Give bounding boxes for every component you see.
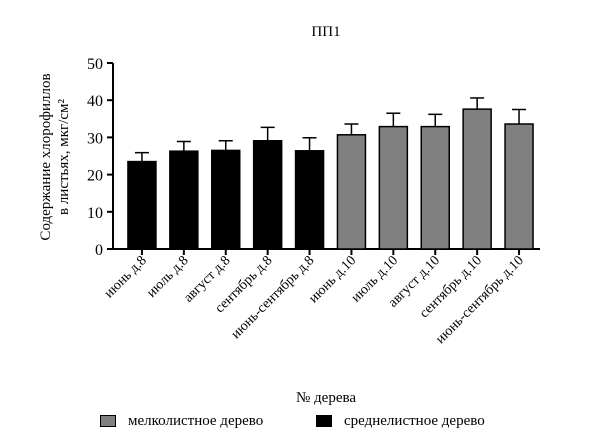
legend-swatch-medium <box>316 415 332 427</box>
bar-group <box>127 151 157 250</box>
bar-group <box>211 139 241 250</box>
bar-group <box>462 97 492 250</box>
bar <box>294 150 325 250</box>
legend-item-medium: среднелистное дерево <box>316 410 485 432</box>
bar <box>504 123 534 250</box>
x-tick-label: июнь-сентябрь д.8 <box>229 253 318 342</box>
y-axis-label: Содержание хлорофиллов в листьях, мкг/см… <box>38 73 72 240</box>
y-tick-label: 50 <box>87 56 103 73</box>
bars <box>127 97 534 250</box>
bar-group <box>420 113 450 250</box>
bar-group <box>252 126 283 250</box>
bar <box>462 108 492 250</box>
bar <box>211 149 241 250</box>
bar-group <box>504 108 534 250</box>
bar <box>378 125 409 250</box>
bar-group <box>336 123 367 250</box>
y-axis-label-line2: в листьях, мкг/см² <box>56 98 72 215</box>
x-axis-label: № дерева <box>296 390 356 406</box>
legend-label-small: мелколистное дерево <box>128 412 264 429</box>
y-axis: 0 10 20 30 40 50 <box>87 56 114 259</box>
bar-group <box>294 137 325 250</box>
y-tick-label: 30 <box>87 130 103 147</box>
bar <box>420 125 450 250</box>
legend-swatch-small <box>100 415 116 427</box>
bar <box>252 139 283 250</box>
bar-group <box>169 140 199 250</box>
y-axis-label-line1: Содержание хлорофиллов <box>38 73 54 240</box>
y-tick-label: 20 <box>87 168 103 185</box>
x-tick-label: июнь д.8 <box>102 253 150 301</box>
legend-label-medium: среднелистное дерево <box>344 412 485 429</box>
legend: мелколистное дерево среднелистное дерево <box>0 410 590 432</box>
bar <box>127 160 157 250</box>
y-tick-label: 0 <box>95 242 103 259</box>
bar-group <box>378 112 409 250</box>
y-tick-label: 40 <box>87 93 103 110</box>
y-tick-label: 10 <box>87 205 103 222</box>
bar <box>169 150 199 250</box>
legend-item-small: мелколистное дерево <box>100 410 263 432</box>
chart-title: ПП1 <box>311 24 340 40</box>
bar <box>336 134 367 250</box>
